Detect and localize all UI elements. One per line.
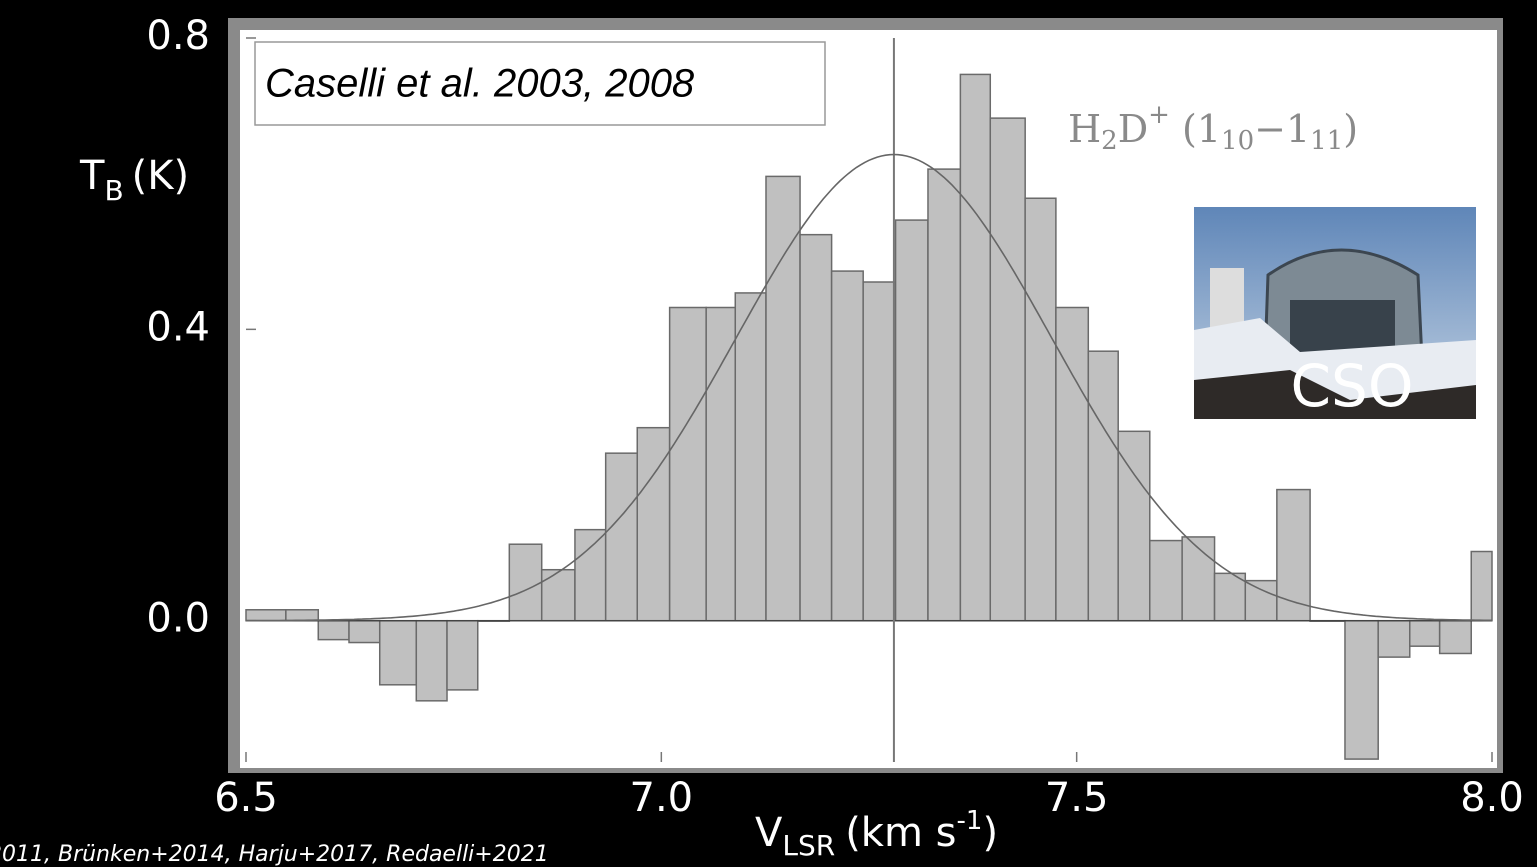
bar bbox=[245, 609, 287, 622]
bar bbox=[989, 117, 1026, 622]
bar bbox=[1181, 536, 1216, 622]
x-tick-label: 6.5 bbox=[214, 775, 278, 821]
bar bbox=[1024, 197, 1057, 622]
line-label-part: −1 bbox=[1254, 107, 1310, 151]
line-label-part: 2 bbox=[1101, 126, 1118, 156]
bar bbox=[1213, 572, 1247, 622]
bar bbox=[1377, 619, 1411, 658]
x-tick-label: 7.0 bbox=[630, 775, 694, 821]
bar bbox=[285, 609, 320, 622]
bar bbox=[636, 426, 671, 622]
line-label-part: 11 bbox=[1310, 126, 1343, 156]
y-tick-label: 0.0 bbox=[146, 596, 210, 642]
fit-curve bbox=[246, 153, 1492, 622]
bar bbox=[799, 233, 833, 622]
bar bbox=[317, 619, 350, 641]
line-label-part: D bbox=[1118, 107, 1148, 151]
x-label-unit: (km s bbox=[845, 810, 956, 856]
bar bbox=[1244, 579, 1278, 622]
bar bbox=[894, 219, 929, 622]
bar bbox=[574, 528, 607, 622]
bar bbox=[765, 175, 801, 622]
y-tick-label: 0.8 bbox=[146, 13, 210, 59]
plot bbox=[245, 37, 1493, 762]
bar bbox=[705, 306, 737, 622]
bar bbox=[1344, 619, 1379, 760]
bar bbox=[415, 619, 448, 702]
footnote: 2011, Brünken+2014, Harju+2017, Redaelli… bbox=[0, 842, 549, 867]
bar bbox=[1117, 430, 1151, 622]
line-label-part: ) bbox=[1343, 107, 1358, 151]
bar bbox=[668, 306, 707, 622]
bar bbox=[446, 619, 479, 691]
bar bbox=[862, 281, 897, 622]
annotation-box bbox=[254, 41, 826, 126]
bar bbox=[959, 73, 992, 622]
bar bbox=[927, 168, 962, 622]
bar bbox=[1438, 619, 1472, 655]
y-label-unit: (K) bbox=[132, 153, 189, 199]
line-label: H2D+ (110−111) bbox=[1068, 100, 1358, 156]
bar bbox=[540, 568, 576, 622]
x-label-superscript: -1 bbox=[957, 806, 983, 836]
image-label: CSO bbox=[1291, 352, 1414, 420]
line-label-part: 10 bbox=[1221, 126, 1254, 156]
annotation: Caselli et al. 2003, 2008 bbox=[265, 62, 695, 106]
x-label-symbol: V bbox=[755, 810, 783, 856]
cso-image: CSO bbox=[1194, 207, 1476, 420]
y-label-subscript: B bbox=[104, 174, 123, 207]
y-label-symbol: T bbox=[79, 153, 105, 199]
bar bbox=[604, 452, 638, 622]
y-axis-label: TB (K) bbox=[79, 153, 189, 207]
x-tick-label: 8.0 bbox=[1460, 775, 1524, 821]
bar bbox=[734, 292, 767, 622]
image-rocks bbox=[1194, 370, 1476, 419]
bar bbox=[348, 619, 381, 644]
bar bbox=[830, 270, 864, 622]
x-label-close: ) bbox=[982, 810, 998, 856]
x-axis-label: VLSR (km s-1) bbox=[755, 806, 998, 863]
line-label-part: + bbox=[1148, 100, 1170, 130]
x-label-subscript: LSR bbox=[782, 829, 835, 862]
line-label-part: H bbox=[1068, 107, 1101, 151]
bar bbox=[1087, 350, 1119, 622]
bar bbox=[378, 619, 418, 686]
bar bbox=[1409, 619, 1441, 647]
line-label-part: (1 bbox=[1170, 107, 1221, 151]
x-tick-label: 7.5 bbox=[1045, 775, 1109, 821]
bar bbox=[1149, 539, 1183, 622]
bar bbox=[508, 543, 543, 622]
y-tick-label: 0.4 bbox=[146, 304, 210, 350]
bar bbox=[1470, 550, 1493, 622]
